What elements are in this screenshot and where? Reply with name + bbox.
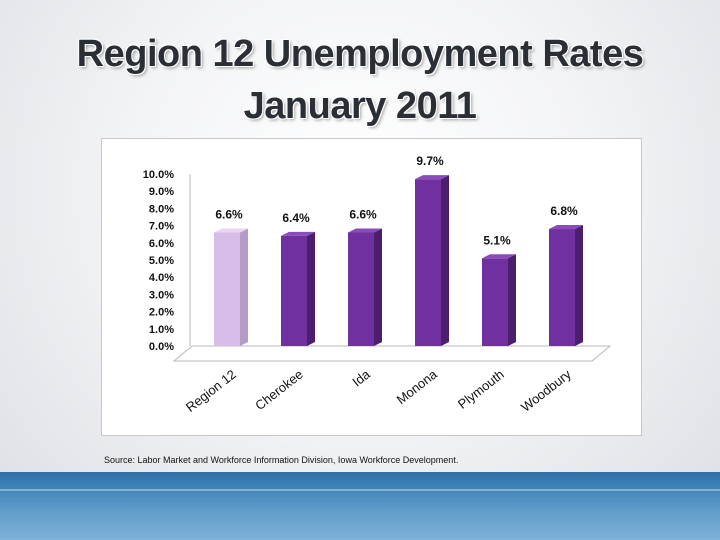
bar-top [214,228,248,233]
bar-value-label: 5.1% [483,233,511,247]
bar-cherokee [281,231,315,346]
x-category-label: Woodbury [518,366,574,414]
x-category-label: Region 12 [183,367,239,415]
footer-band [0,472,720,540]
bar-top [482,254,516,259]
bar-front [482,258,508,346]
y-tick-label: 9.0% [149,186,174,198]
x-category-label: Monona [394,366,441,407]
x-category-label: Ida [349,366,373,389]
bar-front [415,179,441,346]
footer-stripe [0,489,720,491]
bar-front [214,232,240,346]
y-tick-label: 6.0% [149,238,174,250]
bar-woodbury [549,225,583,346]
bar-value-label: 9.7% [416,154,444,168]
bar-front [549,229,575,346]
bar-side [508,254,516,346]
bar-value-label: 6.6% [349,207,377,221]
bar-top [415,175,449,180]
y-tick-label: 5.0% [149,255,174,267]
bar-monona [415,175,449,346]
chart-floor [172,345,612,362]
title-line-1: Region 12 Unemployment Rates [76,33,644,75]
bar-region-12 [214,228,248,346]
bar-top [281,231,315,236]
slide-title: Region 12 Unemployment Rates January 201… [0,28,720,132]
y-tick-label: 2.0% [149,307,174,319]
y-tick-label: 1.0% [149,324,174,336]
y-tick-label: 0.0% [149,341,174,353]
title-line-2: January 2011 [243,85,477,127]
y-tick-label: 4.0% [149,272,174,284]
y-tick-label: 7.0% [149,221,174,233]
bar-front [281,235,307,346]
chart-frame: 0.0% 1.0% 2.0% 3.0% 4.0% 5.0% 6.0% 7.0% 8.0% 9.0%… [101,138,642,436]
bar-chart: 0.0% 1.0% 2.0% 3.0% 4.0% 5.0% 6.0% 7.0% 8.0% 9.0%… [143,154,612,415]
x-category-label: Plymouth [455,367,507,412]
bar-top [348,228,382,233]
bar-front [348,232,374,346]
bar-value-label: 6.6% [215,207,243,221]
bar-value-label: 6.4% [282,211,310,225]
y-tick-label: 10.0% [143,169,174,181]
bar-side [441,175,449,346]
bar-ida [348,228,382,346]
bar-side [240,228,248,346]
x-category-label: Cherokee [252,367,306,414]
bar-plymouth [482,254,516,346]
bar-top [549,225,583,230]
source-note: Source: Labor Market and Workforce Infor… [104,455,459,465]
bar-value-label: 6.8% [550,204,578,218]
y-tick-label: 3.0% [149,289,174,301]
bar-side [575,225,583,346]
y-tick-label: 8.0% [149,203,174,215]
bar-side [374,228,382,346]
bar-side [307,231,315,346]
